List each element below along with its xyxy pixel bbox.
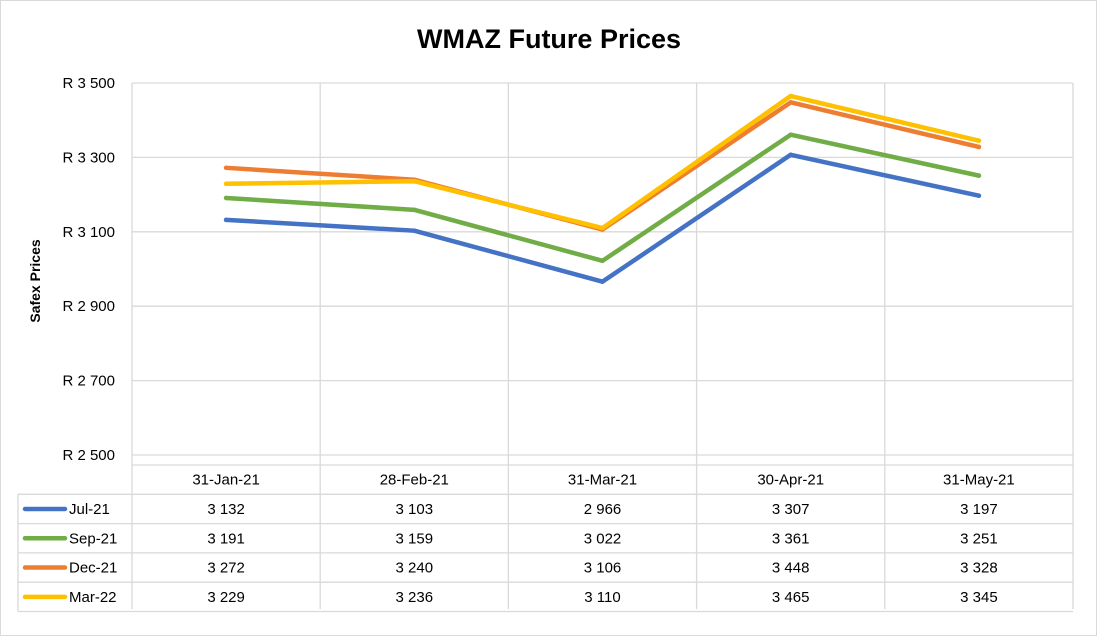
data-table: 31-Jan-21 28-Feb-21 31-Mar-21 30-Apr-21 31-M…	[17, 464, 1073, 613]
data-label: 3 022	[584, 530, 622, 547]
data-label: 3 251	[960, 530, 998, 547]
data-label: 3 159	[396, 530, 434, 547]
legend-label: Dec-21	[69, 560, 117, 577]
series-lines	[223, 93, 982, 284]
data-point	[412, 178, 417, 184]
x-tick-label: 30-Apr-21	[757, 472, 824, 489]
grid	[131, 82, 1074, 609]
y-tick-label: R 3 500	[62, 75, 115, 92]
data-point	[788, 93, 793, 99]
data-label: 3 448	[772, 560, 810, 577]
data-point	[223, 165, 229, 171]
legend-label: Jul-21	[69, 501, 110, 518]
y-tick-label: R 2 500	[62, 447, 115, 464]
y-tick-label: R 3 300	[62, 149, 115, 166]
data-point	[788, 100, 793, 105]
x-tick-label: 28-Feb-21	[380, 472, 449, 489]
data-label: 3 103	[396, 501, 434, 518]
x-tick-label: 31-Jan-21	[192, 472, 260, 489]
legend-label: Sep-21	[69, 530, 117, 547]
series-line-dec-21	[223, 100, 982, 232]
data-label: 3 191	[207, 530, 245, 547]
data-point	[223, 217, 229, 223]
data-label: 3 307	[772, 501, 810, 518]
series-line-sep-21	[223, 132, 982, 264]
data-label: 3 272	[207, 560, 245, 577]
data-point	[412, 228, 417, 233]
data-point	[788, 152, 793, 158]
y-axis-label: Safex Prices	[27, 239, 43, 322]
y-tick-label: R 3 100	[62, 224, 115, 241]
data-label: 3 240	[396, 560, 434, 577]
data-label: 3 345	[960, 589, 998, 606]
chart-title: WMAZ Future Prices	[417, 24, 681, 54]
x-tick-label: 31-Mar-21	[568, 472, 637, 489]
y-tick-label: R 2 900	[62, 298, 115, 315]
data-point	[976, 173, 982, 178]
data-label: 3 110	[584, 589, 620, 606]
data-point	[976, 193, 982, 198]
x-tick-label: 31-May-21	[943, 472, 1015, 489]
series-line-mar-22	[223, 93, 982, 231]
data-point	[976, 144, 982, 150]
data-point	[600, 225, 605, 231]
data-label: 3 197	[960, 501, 998, 518]
y-ticks: R 2 500 R 2 700 R 2 900 R 3 100 R 3 300 R 3 5…	[62, 75, 115, 464]
data-label: 2 966	[584, 501, 622, 518]
data-label: 3 106	[584, 560, 622, 577]
data-point	[788, 132, 793, 137]
data-label: 3 132	[207, 501, 245, 518]
y-tick-label: R 2 700	[62, 373, 115, 390]
data-point	[223, 181, 229, 187]
data-label: 3 236	[396, 589, 434, 606]
data-label: 3 328	[960, 560, 998, 577]
data-point	[976, 138, 982, 143]
data-point	[600, 258, 605, 264]
data-label: 3 465	[772, 589, 810, 606]
data-point	[412, 207, 417, 213]
data-label: 3 229	[207, 589, 245, 606]
data-point	[223, 195, 229, 201]
data-point	[600, 279, 605, 284]
legend-label: Mar-22	[69, 589, 117, 606]
data-label: 3 361	[772, 530, 810, 547]
